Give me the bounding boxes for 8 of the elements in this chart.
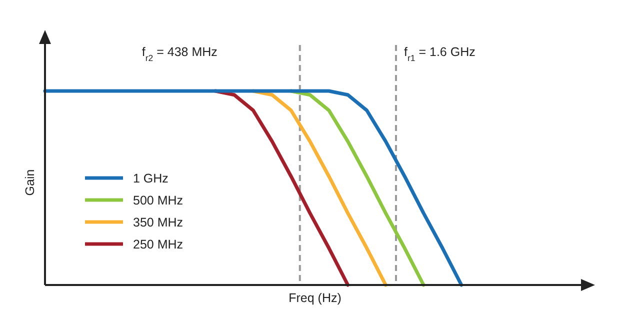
legend-label: 500 MHz (133, 194, 184, 208)
legend-label: 250 MHz (133, 238, 184, 252)
y-axis-title: Gain (23, 169, 37, 196)
text: f$_{r2}$ = 438 MHz (142, 45, 218, 63)
legend-label: 350 MHz (133, 216, 184, 230)
legend-label: 1 GHz (133, 172, 168, 186)
x-axis-title: Freq (Hz) (288, 291, 342, 305)
text: f$_{r1}$ = 1.6 GHz (404, 45, 476, 63)
